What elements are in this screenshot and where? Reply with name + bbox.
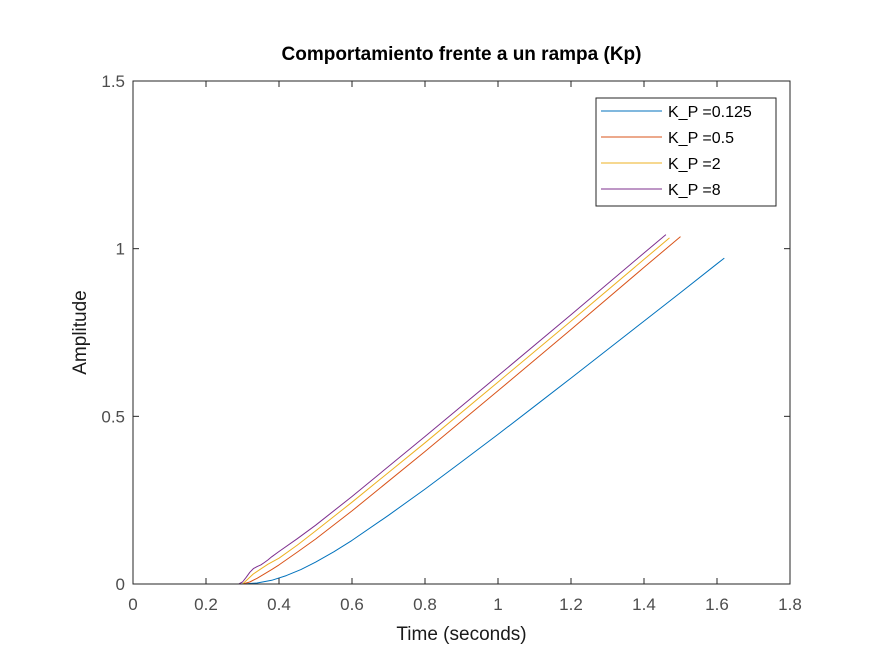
x-tick-label: 1.4 bbox=[632, 595, 656, 614]
y-tick-label: 0.5 bbox=[101, 407, 125, 426]
x-tick-label: 1.2 bbox=[559, 595, 583, 614]
series-line-1 bbox=[133, 257, 725, 584]
x-tick-label: 1 bbox=[493, 595, 502, 614]
x-tick-label: 1.8 bbox=[778, 595, 802, 614]
x-tick-label: 0.4 bbox=[267, 595, 291, 614]
legend-label-3: K_P =2 bbox=[668, 156, 721, 173]
legend: K_P =0.125 K_P =0.5 K_P =2 K_P =8 bbox=[595, 97, 777, 207]
y-axis-label: Amplitude bbox=[70, 290, 91, 375]
series-layer bbox=[133, 234, 725, 584]
axes-box bbox=[132, 80, 791, 585]
legend-label-1: K_P =0.125 bbox=[668, 104, 752, 121]
x-tick-label: 0.8 bbox=[413, 595, 437, 614]
series-line-3 bbox=[133, 237, 670, 584]
series-line-2 bbox=[133, 236, 681, 584]
x-tick-label: 0 bbox=[128, 595, 137, 614]
y-tick-label: 1 bbox=[116, 240, 125, 259]
x-tick-label: 0.2 bbox=[194, 595, 218, 614]
legend-box bbox=[595, 97, 777, 207]
y-tick-label: 1.5 bbox=[101, 72, 125, 91]
legend-label-4: K_P =8 bbox=[668, 182, 721, 199]
x-axis-label: Time (seconds) bbox=[396, 624, 526, 645]
x-tick-label: 0.6 bbox=[340, 595, 364, 614]
chart-title: Comportamiento frente a un rampa (Kp) bbox=[282, 44, 642, 65]
series-line-4 bbox=[133, 234, 667, 584]
x-tick-label: 1.6 bbox=[705, 595, 729, 614]
ticks-layer: 0 0.2 0.4 0.6 0.8 1 1.2 1.4 1.6 1.8 0 0.5 1 1.5 bbox=[101, 72, 801, 614]
y-tick-label: 0 bbox=[116, 575, 125, 594]
legend-label-2: K_P =0.5 bbox=[668, 130, 734, 147]
